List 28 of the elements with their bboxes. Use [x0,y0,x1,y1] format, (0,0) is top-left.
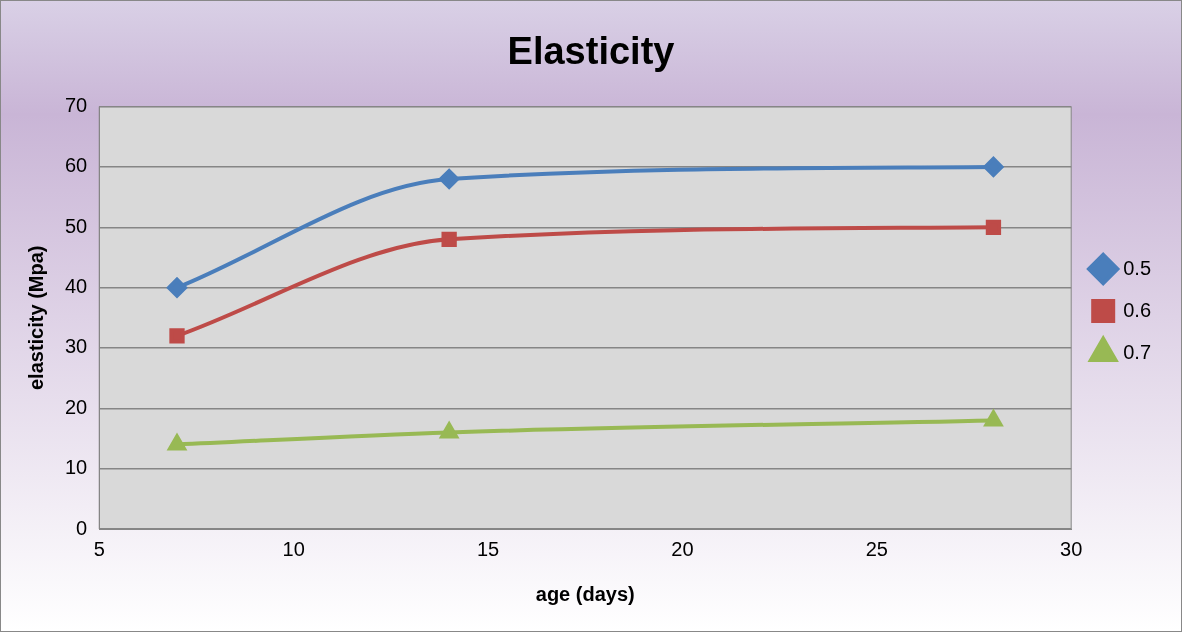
x-tick-label: 5 [93,537,105,560]
x-tick-label: 25 [865,537,888,560]
y-tick-label: 10 [65,456,88,479]
point [441,231,457,248]
legend-label: 0.5 [1123,256,1152,279]
y-tick-label: 30 [65,335,88,358]
point [984,410,1003,427]
point [439,169,460,190]
point [985,219,1002,235]
point [169,328,185,344]
x-tick-label: 10 [282,537,305,560]
y-tick-label: 60 [65,154,88,177]
y-axis-title: elasticity (Mpa) [24,245,47,391]
point [983,156,1004,177]
x-tick-label: 30 [1060,537,1083,560]
x-axis-title: age (days) [535,582,635,605]
y-tick-label: 50 [65,214,88,237]
point [167,277,187,298]
y-tick-label: 40 [65,275,88,298]
x-tick-label: 20 [671,537,694,560]
chart-title: Elasticity [507,30,675,73]
y-tick-label: 70 [65,94,88,117]
legend-label: 0.7 [1123,340,1152,363]
x-tick-label: 15 [476,537,500,560]
legend-label: 0.6 [1123,298,1152,321]
y-tick-label: 20 [65,395,88,418]
point [440,422,459,439]
y-tick-label: 0 [76,516,88,539]
